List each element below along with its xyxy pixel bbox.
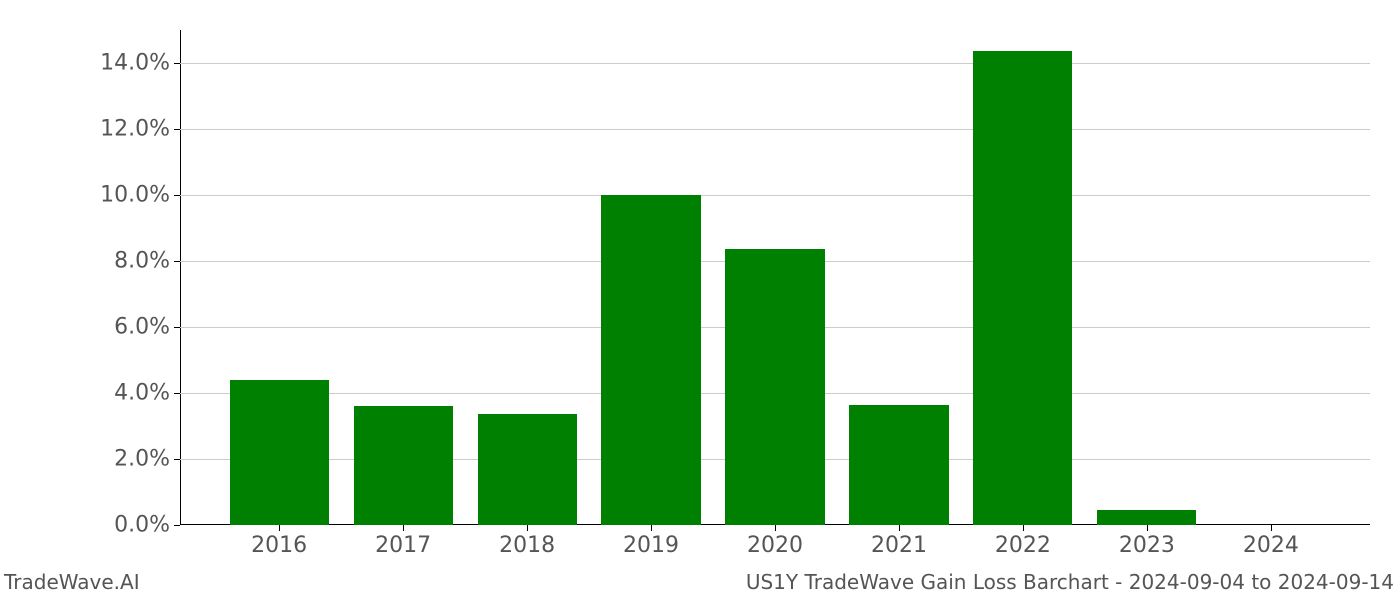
x-tick-label: 2022 (995, 525, 1051, 558)
y-tick-label: 0.0% (114, 513, 180, 538)
x-tick-label: 2017 (375, 525, 431, 558)
y-tick-label: 8.0% (114, 249, 180, 274)
y-tick-label: 6.0% (114, 315, 180, 340)
footer-left-brand: TradeWave.AI (4, 570, 140, 594)
bar (601, 195, 700, 525)
x-tick-label: 2023 (1119, 525, 1175, 558)
bar (354, 406, 453, 525)
y-axis-spine (180, 30, 181, 525)
y-tick-label: 12.0% (100, 117, 180, 142)
y-tick-label: 2.0% (114, 447, 180, 472)
bar (725, 249, 824, 525)
x-tick-label: 2020 (747, 525, 803, 558)
y-gridline (180, 129, 1370, 130)
chart-stage: 0.0% 2.0% 4.0% 6.0% 8.0% 10.0% 12.0% 14.0% 2016 2… (0, 0, 1400, 600)
x-tick-label: 2018 (499, 525, 555, 558)
x-tick-label: 2019 (623, 525, 679, 558)
bar (849, 405, 948, 525)
y-tick-label: 4.0% (114, 381, 180, 406)
x-tick-label: 2016 (251, 525, 307, 558)
bar (1097, 510, 1196, 525)
y-gridline (180, 195, 1370, 196)
y-tick-label: 14.0% (100, 51, 180, 76)
y-gridline (180, 63, 1370, 64)
x-tick-label: 2024 (1243, 525, 1299, 558)
bar (478, 414, 577, 525)
bar (230, 380, 329, 525)
x-tick-label: 2021 (871, 525, 927, 558)
bar (973, 51, 1072, 525)
plot-area: 0.0%2.0%4.0%6.0%8.0%10.0%12.0%14.0%20162… (180, 30, 1370, 525)
y-tick-label: 10.0% (100, 183, 180, 208)
footer-right-caption: US1Y TradeWave Gain Loss Barchart - 2024… (746, 570, 1394, 594)
